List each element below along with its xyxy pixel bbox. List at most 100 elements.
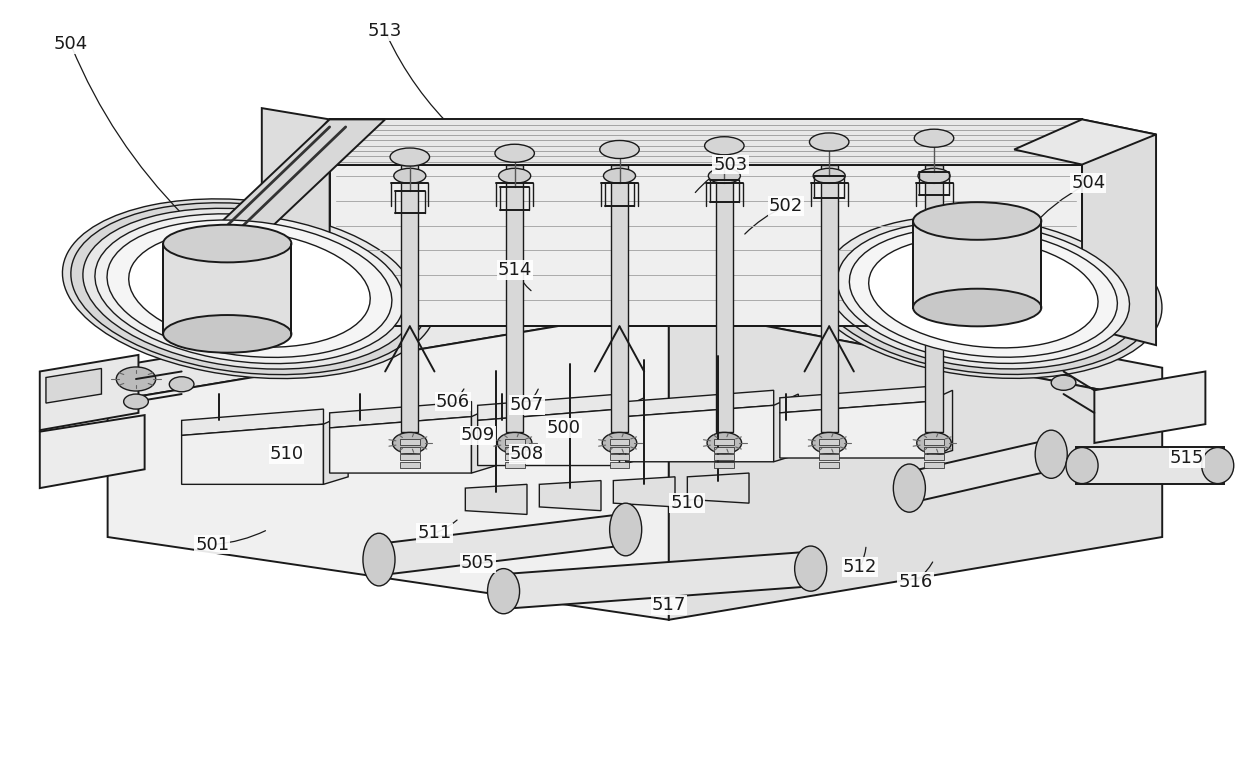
Ellipse shape	[1066, 447, 1098, 484]
Text: 510: 510	[269, 445, 304, 463]
Polygon shape	[610, 454, 629, 460]
Polygon shape	[903, 439, 1057, 503]
Polygon shape	[46, 368, 102, 403]
Polygon shape	[108, 274, 1162, 402]
Ellipse shape	[812, 432, 846, 453]
Text: 507: 507	[510, 396, 544, 415]
Polygon shape	[539, 481, 601, 511]
Ellipse shape	[600, 140, 639, 158]
Text: 515: 515	[1170, 449, 1204, 467]
Ellipse shape	[116, 367, 156, 391]
Text: 506: 506	[436, 393, 470, 411]
Polygon shape	[40, 355, 139, 431]
Polygon shape	[626, 406, 773, 462]
Polygon shape	[506, 164, 523, 431]
Ellipse shape	[707, 432, 742, 453]
Ellipse shape	[487, 568, 519, 614]
Ellipse shape	[705, 136, 745, 155]
Polygon shape	[820, 164, 838, 431]
Polygon shape	[819, 439, 839, 445]
Ellipse shape	[869, 237, 1098, 348]
Polygon shape	[1075, 446, 1224, 484]
Ellipse shape	[62, 199, 436, 378]
Polygon shape	[330, 120, 1082, 164]
Ellipse shape	[164, 315, 291, 352]
Ellipse shape	[602, 432, 637, 453]
Ellipse shape	[809, 133, 849, 151]
Polygon shape	[715, 446, 735, 453]
Ellipse shape	[393, 432, 427, 453]
Polygon shape	[913, 221, 1041, 308]
Polygon shape	[716, 164, 733, 431]
Ellipse shape	[170, 377, 195, 392]
Polygon shape	[504, 446, 524, 453]
Text: 501: 501	[196, 536, 229, 553]
Polygon shape	[400, 462, 420, 468]
Text: 508: 508	[510, 445, 544, 463]
Polygon shape	[688, 473, 750, 503]
Ellipse shape	[1035, 431, 1067, 478]
Polygon shape	[924, 454, 944, 460]
Polygon shape	[613, 477, 675, 507]
Text: 509: 509	[461, 427, 494, 444]
Polygon shape	[472, 406, 496, 473]
Polygon shape	[610, 462, 629, 468]
Text: 503: 503	[714, 155, 747, 174]
Polygon shape	[715, 439, 735, 445]
Polygon shape	[401, 164, 419, 431]
Polygon shape	[715, 454, 735, 460]
Ellipse shape	[850, 227, 1118, 357]
Polygon shape	[924, 462, 944, 468]
Ellipse shape	[1051, 375, 1075, 390]
Ellipse shape	[498, 168, 530, 183]
Polygon shape	[323, 413, 348, 484]
Ellipse shape	[794, 546, 826, 591]
Ellipse shape	[838, 221, 1130, 363]
Ellipse shape	[394, 168, 426, 183]
Polygon shape	[330, 417, 472, 473]
Polygon shape	[610, 439, 629, 445]
Polygon shape	[504, 462, 524, 468]
Polygon shape	[164, 243, 291, 334]
Polygon shape	[151, 120, 385, 289]
Ellipse shape	[1202, 447, 1234, 484]
Polygon shape	[108, 308, 669, 620]
Ellipse shape	[497, 432, 532, 453]
Polygon shape	[773, 394, 798, 462]
Ellipse shape	[805, 207, 1162, 378]
Ellipse shape	[914, 129, 954, 147]
Ellipse shape	[913, 289, 1041, 327]
Ellipse shape	[83, 208, 416, 369]
Text: 511: 511	[418, 525, 451, 542]
Polygon shape	[330, 164, 1082, 327]
Ellipse shape	[813, 211, 1154, 374]
Text: 516: 516	[898, 573, 933, 591]
Polygon shape	[610, 446, 629, 453]
Polygon shape	[819, 454, 839, 460]
Polygon shape	[928, 390, 953, 458]
Ellipse shape	[107, 220, 392, 358]
Polygon shape	[478, 409, 620, 465]
Polygon shape	[779, 402, 928, 458]
Polygon shape	[182, 409, 323, 435]
Ellipse shape	[825, 216, 1141, 369]
Ellipse shape	[124, 394, 149, 409]
Text: 502: 502	[769, 197, 803, 215]
Polygon shape	[400, 439, 420, 445]
Polygon shape	[261, 108, 330, 327]
Polygon shape	[620, 398, 644, 465]
Polygon shape	[715, 462, 735, 468]
Ellipse shape	[71, 203, 427, 374]
Polygon shape	[373, 515, 632, 575]
Ellipse shape	[610, 503, 642, 556]
Polygon shape	[611, 164, 628, 431]
Polygon shape	[626, 390, 773, 417]
Ellipse shape	[129, 230, 370, 347]
Polygon shape	[330, 402, 472, 428]
Polygon shape	[819, 446, 839, 453]
Polygon shape	[1094, 371, 1206, 443]
Ellipse shape	[95, 214, 404, 364]
Ellipse shape	[603, 168, 636, 183]
Polygon shape	[478, 394, 620, 421]
Ellipse shape	[913, 202, 1041, 240]
